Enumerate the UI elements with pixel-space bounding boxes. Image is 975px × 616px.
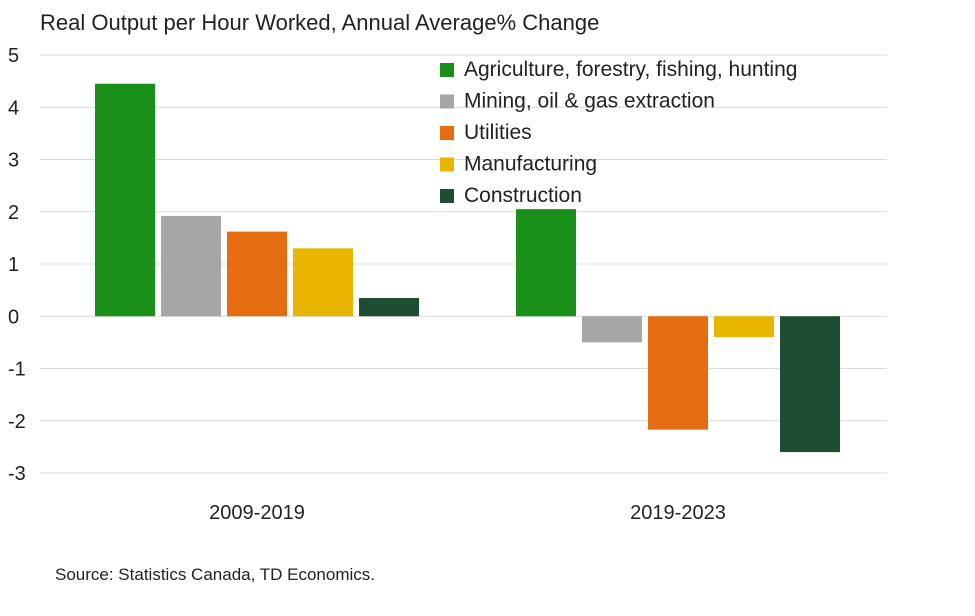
source-note: Source: Statistics Canada, TD Economics. [55, 565, 375, 584]
legend-label: Utilities [464, 121, 532, 144]
y-tick-label: -1 [8, 359, 26, 381]
x-axis-categories: 2009-2019 2019-2023 [209, 502, 726, 524]
legend-swatch [440, 63, 454, 77]
y-tick-label: 4 [8, 97, 19, 119]
legend-label: Construction [464, 184, 582, 207]
bar-2-2 [582, 316, 642, 343]
y-tick-label: 2 [8, 202, 19, 224]
bars [95, 83, 840, 453]
legend-label: Agriculture, forestry, fishing, hunting [464, 58, 797, 81]
bar-3-1 [227, 231, 287, 317]
bar-4-2 [714, 316, 774, 338]
y-tick-label: 1 [8, 254, 19, 276]
y-axis-ticks: 5 4 3 2 1 0 -1 -2 -3 [8, 45, 26, 485]
legend-swatch [440, 189, 454, 203]
bar-3-2 [648, 316, 708, 430]
bar-1-2 [516, 209, 576, 317]
y-tick-label: 5 [8, 45, 19, 67]
bar-1-1 [95, 83, 155, 317]
legend-swatch [440, 126, 454, 140]
y-tick-label: 0 [8, 306, 19, 328]
legend-swatch [440, 157, 454, 172]
bar-2-1 [161, 215, 221, 317]
chart-title: Real Output per Hour Worked, Annual Aver… [40, 10, 599, 35]
y-tick-label: -3 [8, 463, 26, 485]
legend-label: Manufacturing [464, 153, 597, 176]
category-label: 2009-2019 [209, 502, 305, 524]
bar-4-1 [293, 248, 353, 317]
category-label: 2019-2023 [630, 502, 726, 524]
legend-swatch [440, 94, 454, 109]
legend: Agriculture, forestry, fishing, hunting M… [440, 58, 797, 207]
y-tick-label: 3 [8, 150, 19, 172]
legend-label: Mining, oil & gas extraction [464, 90, 715, 113]
bar-5-2 [780, 316, 840, 453]
bar-5-1 [359, 297, 419, 317]
y-tick-label: -2 [8, 411, 26, 433]
